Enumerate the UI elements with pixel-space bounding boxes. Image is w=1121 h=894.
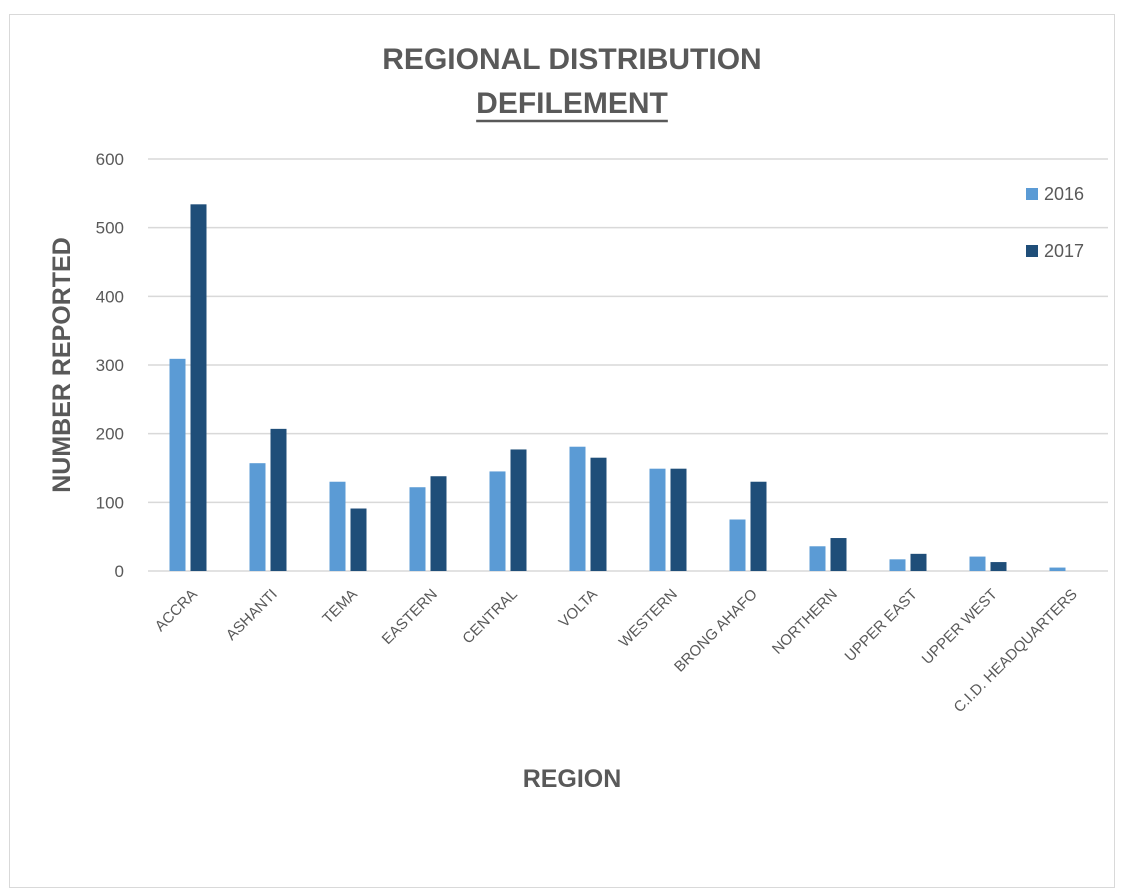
chart-title: REGIONAL DISTRIBUTION bbox=[382, 43, 761, 76]
y-tick-label: 200 bbox=[96, 425, 124, 444]
bar-2017-ashanti bbox=[270, 428, 287, 571]
legend: 2016 2017 bbox=[1026, 184, 1084, 261]
x-category-label: NORTHERN bbox=[769, 586, 841, 658]
y-tick-label: 500 bbox=[96, 219, 124, 238]
bar-2017-accra bbox=[190, 204, 207, 571]
legend-label: 2016 bbox=[1044, 184, 1084, 204]
x-category-label: EASTERN bbox=[379, 586, 441, 648]
bar-2017-eastern bbox=[430, 476, 447, 571]
x-category-label: UPPER WEST bbox=[919, 586, 1001, 668]
y-tick-label: 400 bbox=[96, 287, 124, 306]
x-category-label: BRONG AHAFO bbox=[671, 586, 761, 676]
bar-2016-c-i-d-headquarters bbox=[1049, 567, 1066, 571]
y-tick-label: 600 bbox=[96, 150, 124, 169]
bar-2017-upper-east bbox=[910, 553, 927, 571]
bar-2016-brong-ahafo bbox=[729, 519, 746, 571]
bar-2016-eastern bbox=[409, 487, 426, 571]
x-category-label: ASHANTI bbox=[223, 586, 281, 644]
legend-swatch bbox=[1026, 245, 1038, 257]
legend-swatch bbox=[1026, 188, 1038, 200]
bar-2016-volta bbox=[569, 446, 586, 571]
bar-2017-upper-west bbox=[990, 562, 1007, 571]
bar-2016-western bbox=[649, 468, 666, 571]
x-category-label: CENTRAL bbox=[459, 586, 521, 648]
legend-label: 2017 bbox=[1044, 241, 1084, 261]
y-axis-title: NUMBER REPORTED bbox=[48, 237, 76, 493]
chart-subtitle: DEFILEMENT bbox=[476, 87, 668, 120]
bar-2016-upper-east bbox=[889, 559, 906, 571]
x-axis-categories: ACCRA ASHANTI TEMA EASTERN CENTRAL VOLTA WESTE… bbox=[152, 586, 1081, 716]
bar-2017-tema bbox=[350, 508, 367, 571]
y-axis-ticks: 0 100 200 300 400 500 600 bbox=[96, 150, 124, 581]
y-tick-label: 300 bbox=[96, 356, 124, 375]
bar-2017-northern bbox=[830, 538, 847, 571]
bars bbox=[169, 204, 1066, 571]
x-axis-title: REGION bbox=[523, 765, 622, 793]
x-category-label: UPPER EAST bbox=[842, 586, 921, 665]
x-category-label: VOLTA bbox=[556, 586, 601, 631]
x-category-label: TEMA bbox=[319, 586, 360, 627]
bar-2016-northern bbox=[809, 546, 826, 571]
bar-2016-central bbox=[489, 471, 506, 571]
bar-2016-accra bbox=[169, 358, 186, 571]
bar-2016-upper-west bbox=[969, 556, 986, 571]
gridlines bbox=[148, 158, 1108, 572]
x-category-label: ACCRA bbox=[152, 586, 201, 635]
bar-2017-western bbox=[670, 468, 687, 571]
bar-2017-brong-ahafo bbox=[750, 481, 767, 571]
y-tick-label: 100 bbox=[96, 493, 124, 512]
bar-2016-tema bbox=[329, 481, 346, 571]
y-tick-label: 0 bbox=[115, 562, 124, 581]
bar-2017-volta bbox=[590, 457, 607, 571]
bar-2016-ashanti bbox=[249, 463, 266, 571]
x-category-label: WESTERN bbox=[616, 586, 681, 651]
bar-2017-central bbox=[510, 449, 527, 571]
